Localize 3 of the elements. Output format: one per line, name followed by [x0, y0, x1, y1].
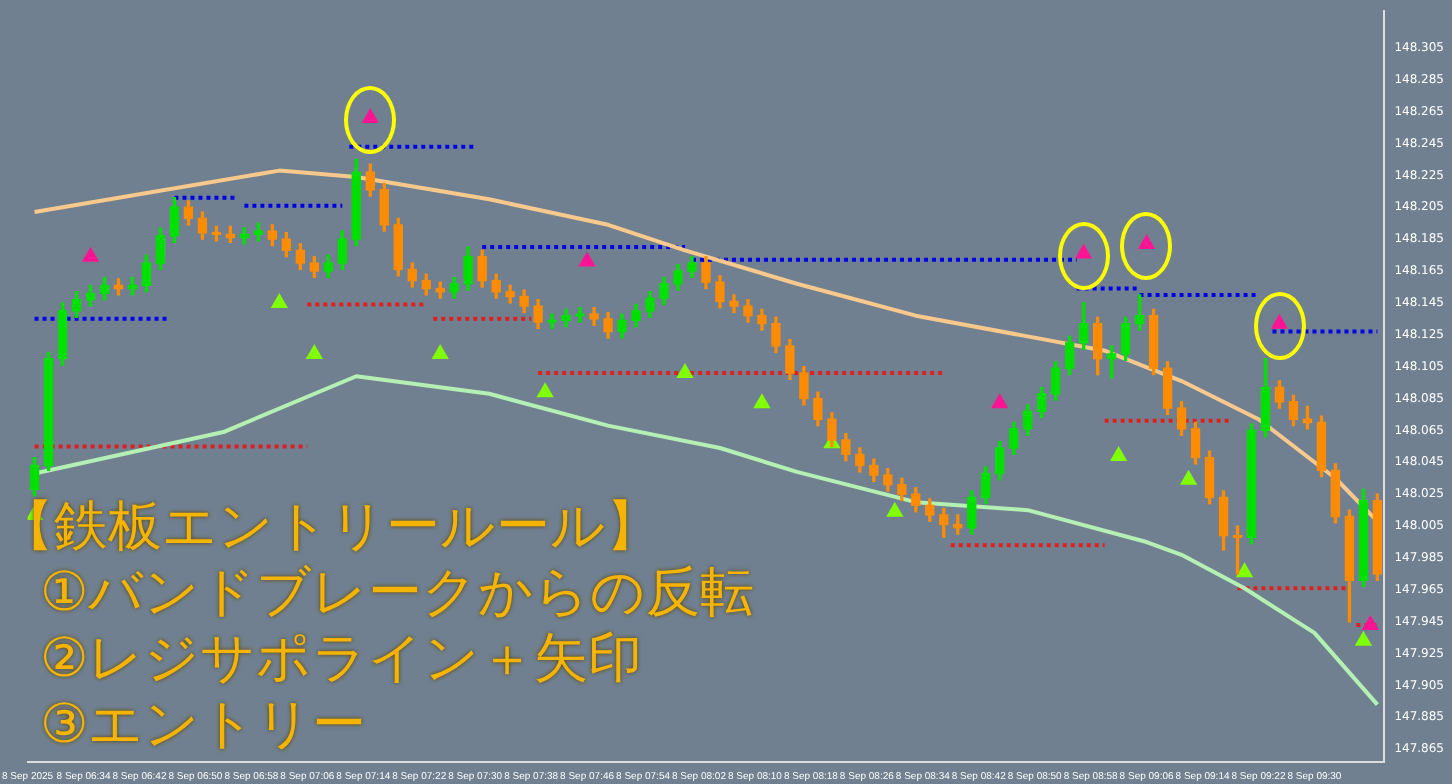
annotation: ③エントリー	[38, 694, 369, 756]
annotation: ②レジサポライン＋矢印	[38, 628, 645, 690]
annotation: ①バンドブレークからの反転	[38, 562, 755, 624]
